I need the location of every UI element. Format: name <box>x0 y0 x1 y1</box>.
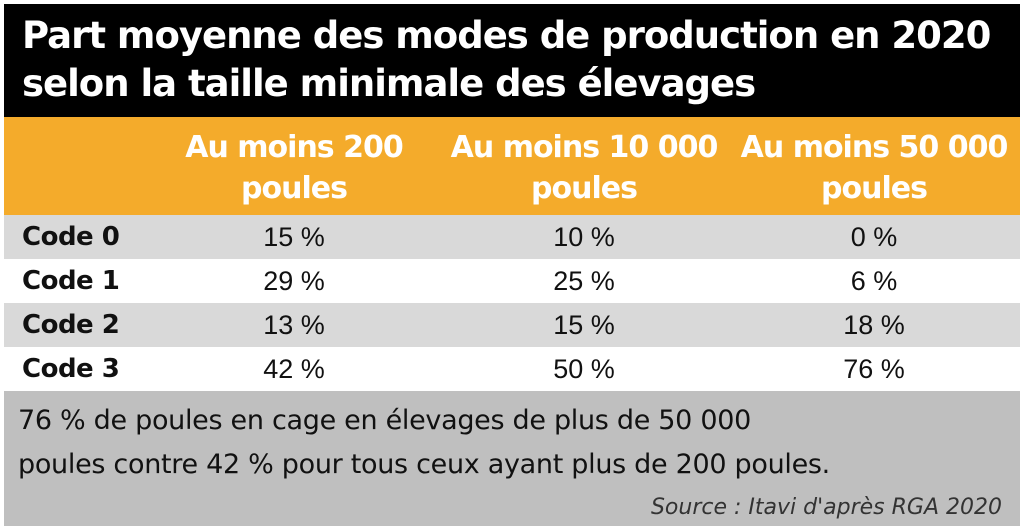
table-row-code-1: Code 1 29 % 25 % 6 % <box>4 259 1020 303</box>
row-label: Code 3 <box>22 354 120 384</box>
table-cell: 42 % <box>263 354 325 384</box>
column-header-line: Au moins 50 000 <box>740 130 1009 165</box>
column-header-line: poules <box>241 171 348 206</box>
table-cell: 15 % <box>553 310 615 340</box>
table-cell: 13 % <box>263 310 325 340</box>
table-row-code-3: Code 3 42 % 50 % 76 % <box>4 347 1020 391</box>
row-label: Code 0 <box>22 222 120 252</box>
note-line-2: poules contre 42 % pour tous ceux ayant … <box>18 449 830 480</box>
row-label: Code 2 <box>22 310 120 340</box>
footer-note: 76 % de poules en cage en élevages de pl… <box>4 391 1020 526</box>
column-header-line: poules <box>531 171 638 206</box>
title-line-1: Part moyenne des modes de production en … <box>22 14 991 57</box>
column-header-50000: Au moins 50 000 poules <box>729 127 1019 209</box>
title-line-2: selon la taille minimale des élevages <box>22 62 756 105</box>
table-row-code-0: Code 0 15 % 10 % 0 % <box>4 215 1020 259</box>
table-cell: 18 % <box>843 310 905 340</box>
title-bar: Part moyenne des modes de production en … <box>4 4 1020 117</box>
table-cell: 76 % <box>843 354 905 384</box>
column-header-line: Au moins 200 <box>185 130 403 165</box>
table-cell: 15 % <box>263 222 325 252</box>
column-header-line: Au moins 10 000 <box>450 130 719 165</box>
table-cell: 0 % <box>850 222 898 252</box>
table-cell: 6 % <box>850 266 898 296</box>
column-header-200: Au moins 200 poules <box>149 127 439 209</box>
table-row-code-2: Code 2 13 % 15 % 18 % <box>4 303 1020 347</box>
row-label: Code 1 <box>22 266 120 296</box>
column-header-line: poules <box>821 171 928 206</box>
column-header-10000: Au moins 10 000 poules <box>439 127 729 209</box>
table-header-row: Au moins 200 poules Au moins 10 000 poul… <box>4 117 1020 215</box>
note-line-1: 76 % de poules en cage en élevages de pl… <box>18 405 751 436</box>
table-cell: 50 % <box>553 354 615 384</box>
table-cell: 25 % <box>553 266 615 296</box>
source-credit: Source : Itavi d'après RGA 2020 <box>650 495 1002 520</box>
table-cell: 10 % <box>553 222 615 252</box>
table-cell: 29 % <box>263 266 325 296</box>
